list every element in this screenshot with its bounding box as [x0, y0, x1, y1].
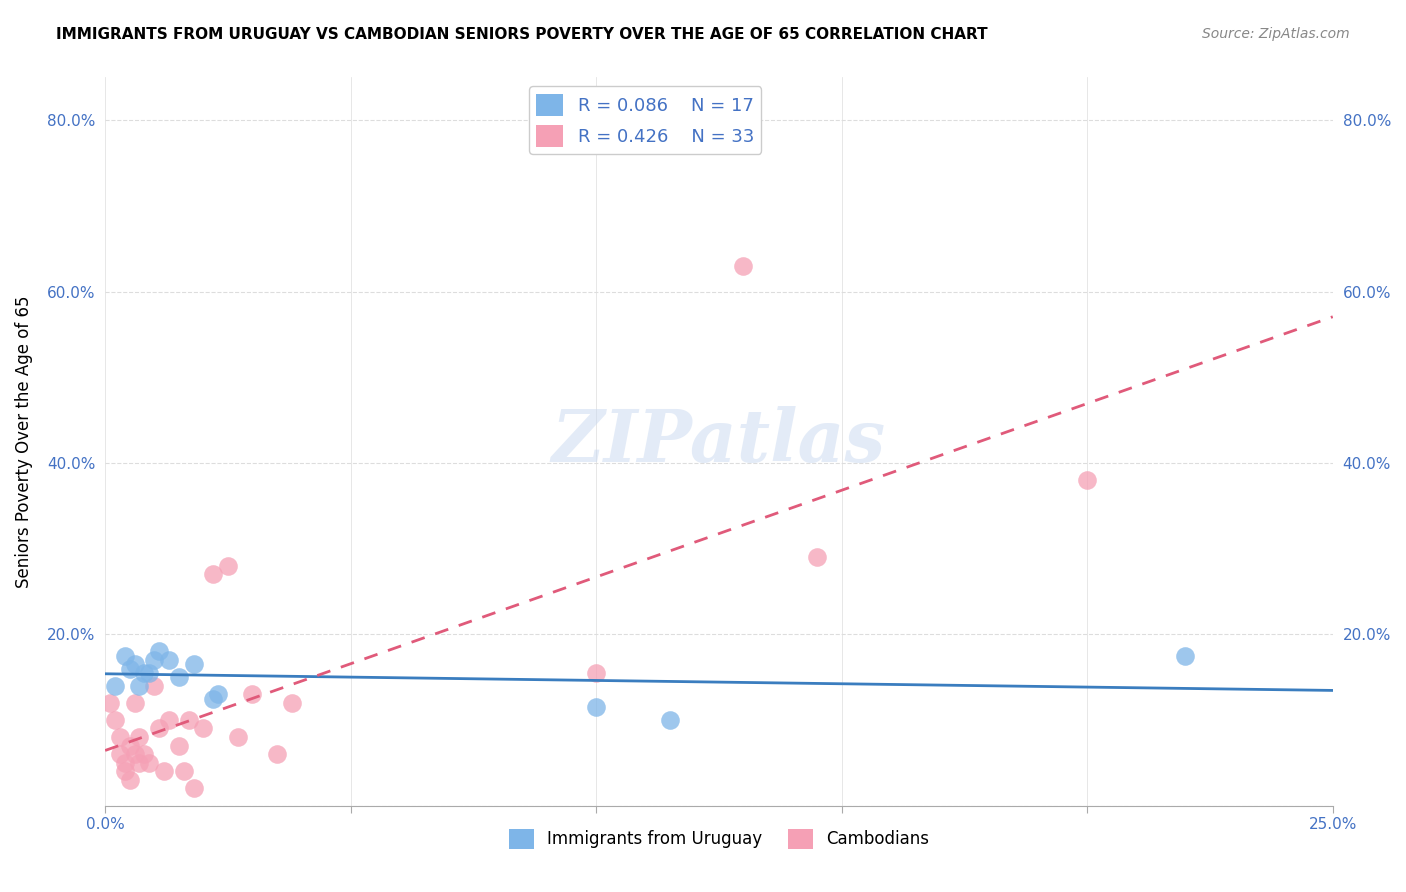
Y-axis label: Seniors Poverty Over the Age of 65: Seniors Poverty Over the Age of 65	[15, 295, 32, 588]
Point	[98, 696, 121, 710]
Point	[153, 764, 176, 779]
Point	[173, 764, 195, 779]
Point	[128, 756, 150, 770]
Point	[124, 657, 146, 672]
Point	[658, 713, 681, 727]
Point	[1174, 648, 1197, 663]
Point	[280, 696, 302, 710]
Legend: R = 0.086    N = 17, R = 0.426    N = 33: R = 0.086 N = 17, R = 0.426 N = 33	[529, 87, 762, 154]
Point	[104, 679, 127, 693]
Point	[207, 687, 229, 701]
Point	[202, 691, 225, 706]
Text: Source: ZipAtlas.com: Source: ZipAtlas.com	[1202, 27, 1350, 41]
Point	[202, 567, 225, 582]
Point	[108, 747, 131, 762]
Point	[226, 730, 249, 744]
Point	[148, 722, 170, 736]
Point	[157, 653, 180, 667]
Text: ZIPatlas: ZIPatlas	[553, 406, 886, 477]
Point	[104, 713, 127, 727]
Point	[134, 747, 156, 762]
Point	[118, 739, 141, 753]
Point	[167, 739, 190, 753]
Point	[114, 756, 136, 770]
Point	[114, 764, 136, 779]
Point	[138, 665, 160, 680]
Point	[108, 730, 131, 744]
Point	[124, 696, 146, 710]
Point	[177, 713, 200, 727]
Point	[143, 679, 166, 693]
Point	[128, 679, 150, 693]
Point	[138, 756, 160, 770]
Point	[733, 259, 755, 273]
Point	[124, 747, 146, 762]
Point	[242, 687, 264, 701]
Point	[585, 665, 607, 680]
Point	[134, 665, 156, 680]
Point	[585, 700, 607, 714]
Text: IMMIGRANTS FROM URUGUAY VS CAMBODIAN SENIORS POVERTY OVER THE AGE OF 65 CORRELAT: IMMIGRANTS FROM URUGUAY VS CAMBODIAN SEN…	[56, 27, 988, 42]
Point	[128, 730, 150, 744]
Point	[183, 781, 205, 796]
Point	[148, 644, 170, 658]
Point	[183, 657, 205, 672]
Point	[118, 661, 141, 675]
Point	[167, 670, 190, 684]
Point	[114, 648, 136, 663]
Point	[118, 772, 141, 787]
Point	[806, 550, 828, 565]
Point	[143, 653, 166, 667]
Point	[1076, 473, 1098, 487]
Point	[157, 713, 180, 727]
Point	[217, 558, 239, 573]
Point	[193, 722, 215, 736]
Point	[266, 747, 288, 762]
